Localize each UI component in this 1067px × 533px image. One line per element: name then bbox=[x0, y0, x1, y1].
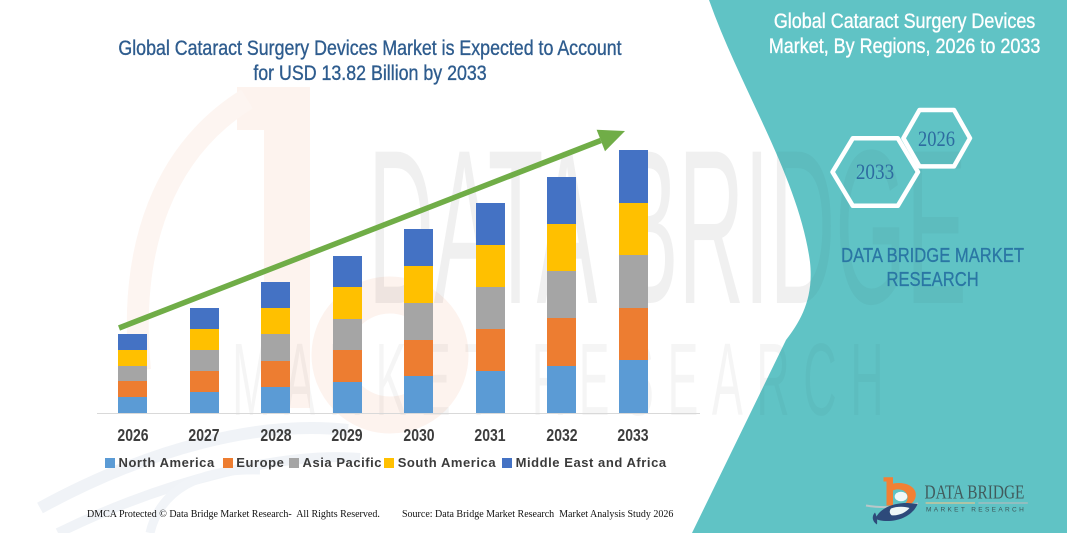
svg-text:DATA BRIDGE: DATA BRIDGE bbox=[925, 480, 1025, 503]
svg-text:MARKET RESEARCH: MARKET RESEARCH bbox=[926, 507, 1026, 514]
svg-text:MARKET RESEARCH: MARKET RESEARCH bbox=[232, 322, 897, 437]
